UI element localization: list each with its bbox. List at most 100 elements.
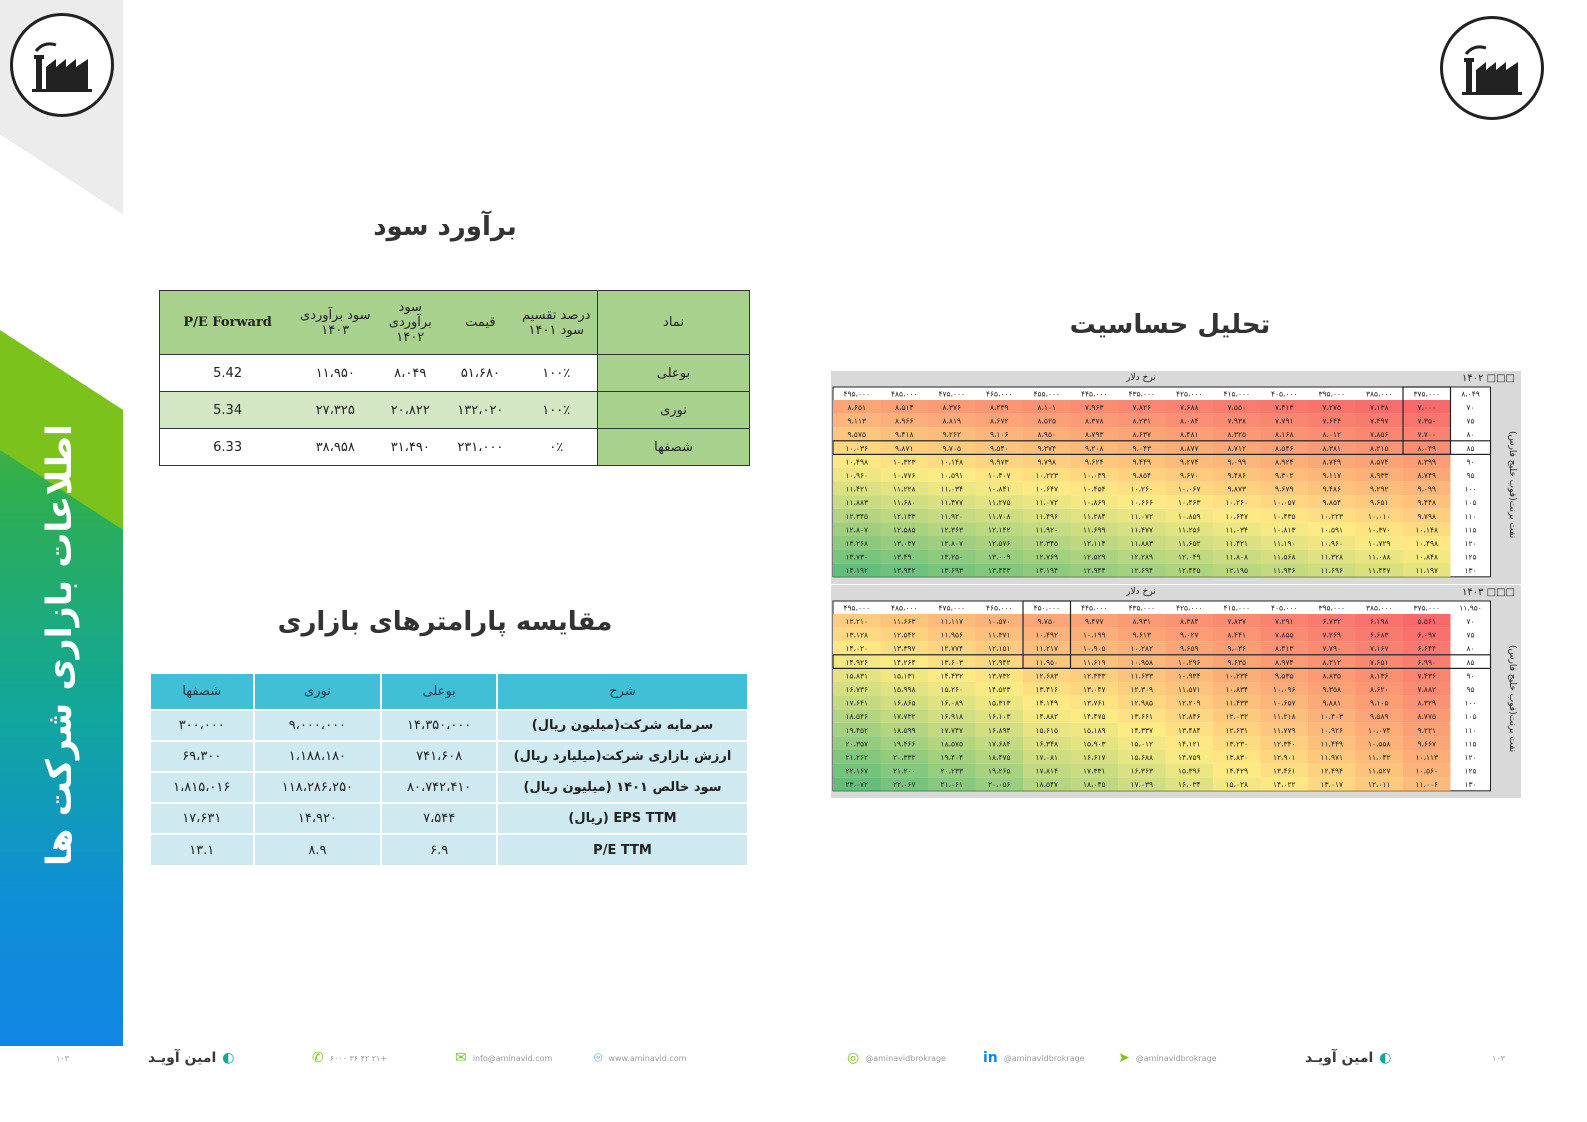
heat-cell-value: ۱۱،۶۹۹ [1083, 525, 1106, 534]
telegram-text: @aminavidbrokrage [1135, 1053, 1217, 1063]
heat-cell-value: ۷،۸۳۷ [1227, 617, 1246, 626]
param-value: ۹،۰۰۰،۰۰۰ [252, 709, 382, 741]
heat-cell [1118, 695, 1166, 710]
heat-cell [1403, 495, 1451, 509]
footer-instagram[interactable]: ◎ @aminavidbrokrage [847, 1046, 946, 1070]
heat-cell [975, 668, 1023, 682]
params-header: شصفها [149, 674, 254, 710]
heat-cell [1355, 736, 1403, 750]
heat-cell-value: ۹،۵۴۰ [990, 444, 1009, 453]
heat-cell-value: ۸،۱۳۶ [1370, 671, 1389, 680]
heat-cell [1260, 654, 1308, 669]
heat-cell-value: ۱۳،۰۴۷ [1083, 685, 1106, 694]
heat-cell [1118, 549, 1166, 564]
heat-cell-value: ۲۰،۲۳۳ [940, 767, 963, 776]
heat-cell [975, 549, 1023, 564]
heat-cell-value: ۱۳،۴۴۳ [988, 566, 1011, 575]
heat-row-label: ۹۵ [1466, 471, 1474, 480]
heat-cell [1213, 627, 1261, 642]
heat-cell-value: ۱۰،۴۹۸ [845, 457, 868, 466]
heat-cell-value: ۱۰،۹۵۸ [1130, 658, 1153, 667]
footer-email[interactable]: ✉ info@aminavid.com [455, 1046, 552, 1070]
heat-cell-value: ۲۱،۰۶۱ [940, 780, 963, 789]
heat-cell [833, 763, 881, 778]
heat-cell-value: ۱۸،۰۴۵ [1083, 780, 1106, 789]
heat-cell [1355, 722, 1403, 737]
heat-cell-value: ۱۸،۵۹۹ [893, 726, 916, 735]
heat-cell [1260, 563, 1308, 577]
heat-cell-value: ۹،۴۱۸ [895, 430, 914, 439]
heat-cell [975, 468, 1023, 482]
heat-cell [880, 763, 928, 778]
heat-cell [833, 750, 881, 764]
heat-cell-value: ۱۲،۹۰۱ [1273, 753, 1296, 762]
heat-cell [1403, 536, 1451, 550]
param-value: ۱،۱۸۸،۱۸۰ [252, 740, 382, 772]
heat-cell-value: ۱۲،۱۳۳ [893, 512, 916, 521]
heat-row-label: ۱۳۰ [1464, 566, 1476, 575]
heat-cell-value: ۱۱،۰۰۶ [1415, 780, 1438, 789]
heat-cell-value: ۱۱،۴۳۳ [1225, 699, 1248, 708]
heat-cell-value: ۱۰،۱۹۹ [1083, 631, 1106, 640]
heat-cell [1403, 468, 1451, 482]
heat-cell [1260, 777, 1308, 791]
heat-cell-value: ۱۲،۳۴۵ [845, 512, 868, 521]
heat-cell [1355, 750, 1403, 764]
heat-cell-value: ۱۹،۲۶۵ [988, 767, 1011, 776]
heat-row-label: ۱۲۰ [1464, 539, 1476, 548]
footer-telegram[interactable]: ➤ @aminavidbrokrage [1118, 1046, 1217, 1070]
param-value: ۱،۸۱۵،۰۱۶ [149, 771, 254, 803]
heat-cell [880, 481, 928, 496]
heat-cell [1070, 549, 1118, 564]
heat-cell [1308, 722, 1356, 737]
heat-cell-value: ۸،۳۷۶ [942, 403, 961, 412]
heat-cell-value: ۸،۵۱۴ [895, 403, 914, 412]
footer-phone[interactable]: ✆ ۶۰۰۰ ۳۶ ۴۲ ۲۱+ [312, 1046, 387, 1070]
heat-cell [1165, 454, 1213, 468]
heat-cell-value: ۸،۹۳۱ [1132, 617, 1151, 626]
heat-cell [1118, 536, 1166, 550]
footer-web[interactable]: ⌾ www.aminavid.com [594, 1046, 686, 1070]
heat-cell-value: ۹،۵۳۵ [1275, 671, 1294, 680]
brand-logo-icon: ◐ [222, 1050, 235, 1066]
heat-cell [1023, 400, 1071, 414]
heat-cell-value: ۱۲،۰۱۱ [1368, 780, 1391, 789]
heat-col-header: ۴۵۵،۰۰۰ [1033, 390, 1060, 399]
heat-cell-value: ۱۳،۲۵۰ [940, 553, 963, 562]
heat-cell-value: ۱۱،۵۲۷ [1368, 767, 1391, 776]
heat-cell-value: ۱۰،۲۶۰ [1225, 498, 1248, 507]
heat-cell-value: ۱۱،۹۷۱ [1320, 753, 1343, 762]
heat-cell-value: ۱۱،۶۱۹ [1083, 658, 1106, 667]
heat-cell [1118, 427, 1166, 441]
heat-cell-value: ۲۲،۱۶۷ [845, 767, 868, 776]
heat-cell [1023, 641, 1071, 655]
heat-cell [1308, 536, 1356, 550]
heat-highlight-col [1402, 386, 1452, 456]
heat-cell-value: ۱۰،۵۵۸ [1368, 739, 1391, 748]
heat-cell [1260, 522, 1308, 536]
heat-caption: نرخ دلار [1126, 373, 1156, 383]
heat-cell [1070, 413, 1118, 428]
heat-cell [1308, 736, 1356, 750]
footer-linkedin[interactable]: in @aminavidbrokrage [983, 1046, 1085, 1070]
heat-cell-value: ۸،۷۱۲ [1227, 444, 1246, 453]
heat-col-header: ۴۱۵،۰۰۰ [1223, 604, 1250, 613]
heat-cell [880, 668, 928, 682]
heat-cell-value: ۸،۳۹۹ [1417, 457, 1436, 466]
heat-cell-value: ۱۴،۵۲۳ [988, 685, 1011, 694]
heat-cell [975, 654, 1023, 669]
heat-col-header: ۳۹۵،۰۰۰ [1318, 604, 1345, 613]
heat-cell-value: ۷،۸۵۵ [1275, 631, 1294, 640]
heat-cell [833, 495, 881, 509]
param-value: ۱۱۸،۲۸۶،۲۵۰ [252, 771, 382, 803]
heat-cell-value: ۲۳،۰۷۲ [845, 780, 868, 789]
heat-cell-value: ۱۵،۰۱۲ [1130, 739, 1153, 748]
param-value: ۷،۵۴۴ [380, 802, 497, 834]
sensitivity-table-1402: ۱۴۰۲ □□□ نرخ دلار نفت برنت(فوب خلیج فارس… [831, 371, 1521, 584]
heat-cell [1118, 413, 1166, 428]
heat-cell [1260, 400, 1308, 414]
heat-cell-value: ۱۰،۸۴۱ [988, 485, 1011, 494]
heat-row-label: ۷۰ [1466, 617, 1474, 626]
heat-cell-value: ۸،۹۷۴ [1275, 658, 1294, 667]
heat-cell-value: ۱۲،۳۳۳ [1083, 671, 1106, 680]
